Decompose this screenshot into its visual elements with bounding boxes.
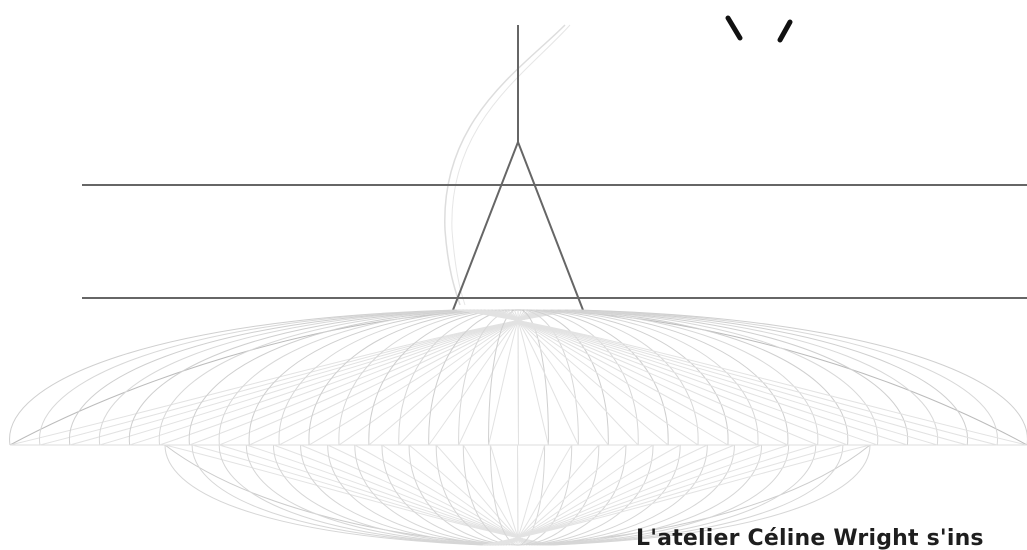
shade-rib (571, 309, 968, 446)
bowl-rib (545, 444, 790, 546)
bowl-rib (520, 444, 546, 546)
shade-rib (499, 309, 669, 446)
shade-rib (557, 309, 849, 446)
bowl-rib (462, 444, 513, 546)
shade-rib (564, 309, 909, 446)
shade-rib (278, 309, 490, 446)
shade-rib (535, 309, 669, 446)
bowl-rib (272, 444, 494, 546)
shade-rib (98, 309, 468, 446)
shade-rib (517, 309, 519, 446)
bowl-rib (517, 444, 519, 546)
shade-rib (9, 309, 458, 446)
shade-rib (521, 309, 549, 446)
cord-shadow (451, 24, 571, 306)
bowl-rib (327, 444, 500, 546)
bowl-rib (528, 444, 627, 546)
shade-rib (546, 309, 759, 446)
bowl-rib (482, 444, 871, 546)
shade-rib (550, 309, 789, 446)
bowl-rib (191, 444, 486, 546)
bowl-rib (408, 444, 508, 546)
shade-rib (308, 309, 493, 446)
shade-rib (456, 309, 1027, 446)
shade-rib (532, 309, 639, 446)
bowl-rib (354, 444, 502, 546)
bowl-rib (381, 444, 532, 546)
shade-rib (338, 309, 497, 446)
shade-rib (539, 309, 699, 446)
bowl-rib (300, 444, 497, 546)
shade-rib (158, 309, 476, 446)
bowl-rib (536, 444, 708, 546)
bowl-rib (539, 444, 735, 546)
bowl-rib (245, 444, 491, 546)
cord-shadow (444, 24, 566, 306)
shade-rib (218, 309, 483, 446)
bowl-rib (547, 444, 817, 546)
bowl-rib (218, 444, 489, 546)
bowl-rib (523, 444, 573, 546)
bowl-rib (553, 444, 871, 546)
shade-rib (575, 309, 998, 446)
shade-rib (568, 309, 939, 446)
bowl-rib (300, 444, 540, 546)
bowl-rib (381, 444, 505, 546)
shade-rib (543, 309, 729, 446)
shade-rib (128, 309, 472, 446)
lamp-shade (9, 309, 1027, 546)
bowl-rib (164, 444, 483, 546)
shade-rib (492, 309, 729, 446)
shade-rib (188, 309, 479, 446)
shade-rib (39, 309, 461, 446)
shade-rib (458, 309, 526, 446)
shade-rib (525, 309, 579, 446)
shade-rib (488, 309, 522, 446)
bowl-rib (550, 444, 844, 546)
shade-rib (579, 309, 1027, 445)
shade-rib (398, 309, 504, 446)
dark-marks (725, 15, 793, 43)
shade-rib (248, 309, 486, 446)
shade-rib (368, 309, 501, 446)
bowl-rib (534, 444, 681, 546)
caption: L'atelier Céline Wright s'ins (636, 526, 984, 550)
shade-rib (528, 309, 609, 446)
bowl-rib (504, 444, 654, 546)
shade-rib (368, 309, 537, 446)
suspension (452, 139, 584, 311)
shade-rib (308, 309, 544, 446)
shade-rib (513, 309, 549, 446)
shade-rib (553, 309, 819, 446)
shade-rib (69, 309, 465, 446)
bowl-rib (435, 444, 510, 546)
